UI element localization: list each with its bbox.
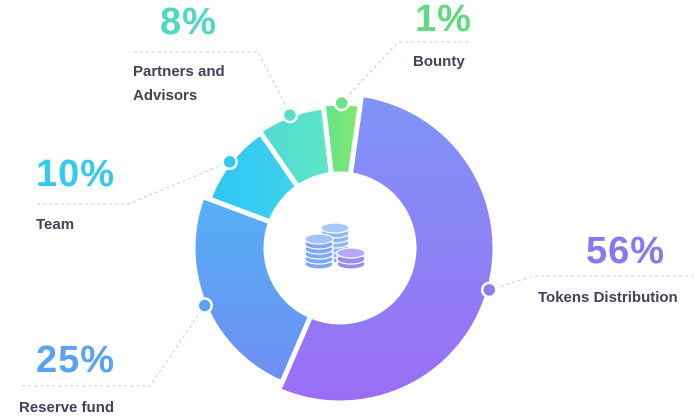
donut-slice-reserve-fund: [190, 193, 314, 386]
leader-line-team: [36, 161, 230, 205]
donut-slice-tokens-distribution: [276, 92, 498, 406]
slice-label-tokens-distribution: Tokens Distribution: [538, 289, 678, 306]
slice-label-bounty: Bounty: [413, 53, 465, 70]
slice-percent-tokens-distribution: 56%: [586, 230, 666, 272]
leader-line-reserve-fund: [20, 305, 206, 387]
slice-label-partners-and-advisors: Partners and Advisors: [133, 63, 225, 104]
slice-label-team: Team: [36, 216, 75, 233]
slice-marker-reserve-fund: [196, 297, 213, 314]
slice-percent-team: 10%: [36, 153, 116, 195]
slice-marker-partners-and-advisors: [281, 106, 299, 124]
slice-marker-tokens-distribution: [480, 281, 498, 299]
slice-marker-bounty: [333, 94, 350, 112]
slice-percent-bounty: 1%: [415, 0, 472, 40]
coins-icon: [304, 222, 366, 270]
slice-percent-reserve-fund: 25%: [36, 339, 116, 381]
slice-percent-partners-and-advisors: 8%: [160, 1, 217, 43]
slice-marker-team: [221, 153, 238, 171]
slice-label-reserve-fund: Reserve fund: [19, 399, 115, 416]
